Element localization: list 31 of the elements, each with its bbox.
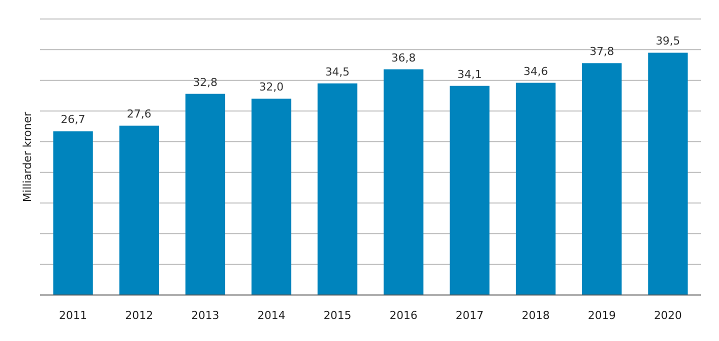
bar bbox=[185, 94, 226, 295]
bar bbox=[318, 83, 358, 295]
x-tick-label: 2019 bbox=[588, 309, 616, 322]
data-label: 34,1 bbox=[457, 68, 482, 81]
data-label: 37,8 bbox=[590, 45, 614, 58]
bar bbox=[450, 86, 490, 295]
bar bbox=[516, 82, 556, 295]
bar bbox=[252, 98, 292, 295]
data-label: 36,8 bbox=[391, 51, 416, 64]
data-label: 27,6 bbox=[126, 108, 152, 121]
x-tick-label: 2013 bbox=[191, 309, 220, 322]
data-label: 34,6 bbox=[524, 64, 548, 78]
bar bbox=[648, 52, 688, 295]
y-axis-title: Milliarder kroner bbox=[21, 111, 34, 202]
bar bbox=[53, 131, 93, 295]
data-label: 39,5 bbox=[656, 34, 680, 48]
bar bbox=[384, 69, 424, 295]
data-label: 32,8 bbox=[193, 76, 218, 89]
data-label: 34,5 bbox=[325, 65, 350, 78]
data-label: 26,7 bbox=[60, 113, 86, 126]
bar bbox=[582, 63, 622, 295]
x-tick-label: 2020 bbox=[654, 309, 682, 322]
data-label: 32,0 bbox=[259, 80, 284, 94]
x-tick-label: 2012 bbox=[125, 309, 154, 322]
x-tick-label: 2017 bbox=[456, 309, 484, 322]
x-tick-label: 2018 bbox=[522, 309, 550, 322]
x-tick-label: 2016 bbox=[390, 309, 418, 322]
x-tick-label: 2011 bbox=[59, 309, 88, 322]
bar bbox=[119, 126, 159, 295]
x-tick-label: 2014 bbox=[257, 309, 286, 322]
x-tick-label: 2015 bbox=[323, 309, 352, 322]
